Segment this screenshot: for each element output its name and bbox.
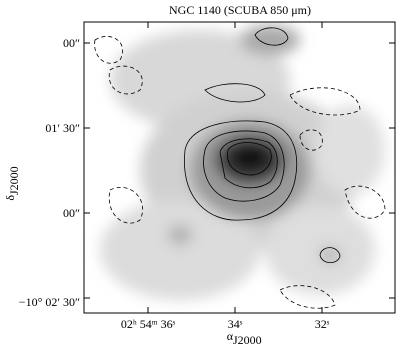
y-tick-label: 00″: [63, 206, 80, 220]
title: NGC 1140 (SCUBA 850 μm): [169, 3, 311, 17]
y-tick-label: 01′ 30″: [45, 121, 80, 135]
plot-frame: [83, 21, 396, 314]
tick-marks: [84, 22, 395, 313]
x-tick-label: 02ʰ 54ᵐ 36ˢ: [121, 317, 176, 331]
x-axis-symbol: α: [227, 329, 234, 343]
y-axis-subscript: J2000: [7, 166, 21, 195]
y-tick-label: 00″: [63, 36, 80, 50]
y-tick-label: −10° 02′ 30″: [19, 295, 80, 309]
x-tick-label: 32ˢ: [315, 317, 330, 331]
x-axis-subscript: J2000: [233, 333, 262, 346]
x-tick-label: 34ˢ: [228, 317, 243, 331]
y-axis-symbol: δ: [3, 195, 17, 201]
y-axis-label: δ J2000: [3, 166, 21, 200]
map-image: [84, 22, 395, 313]
